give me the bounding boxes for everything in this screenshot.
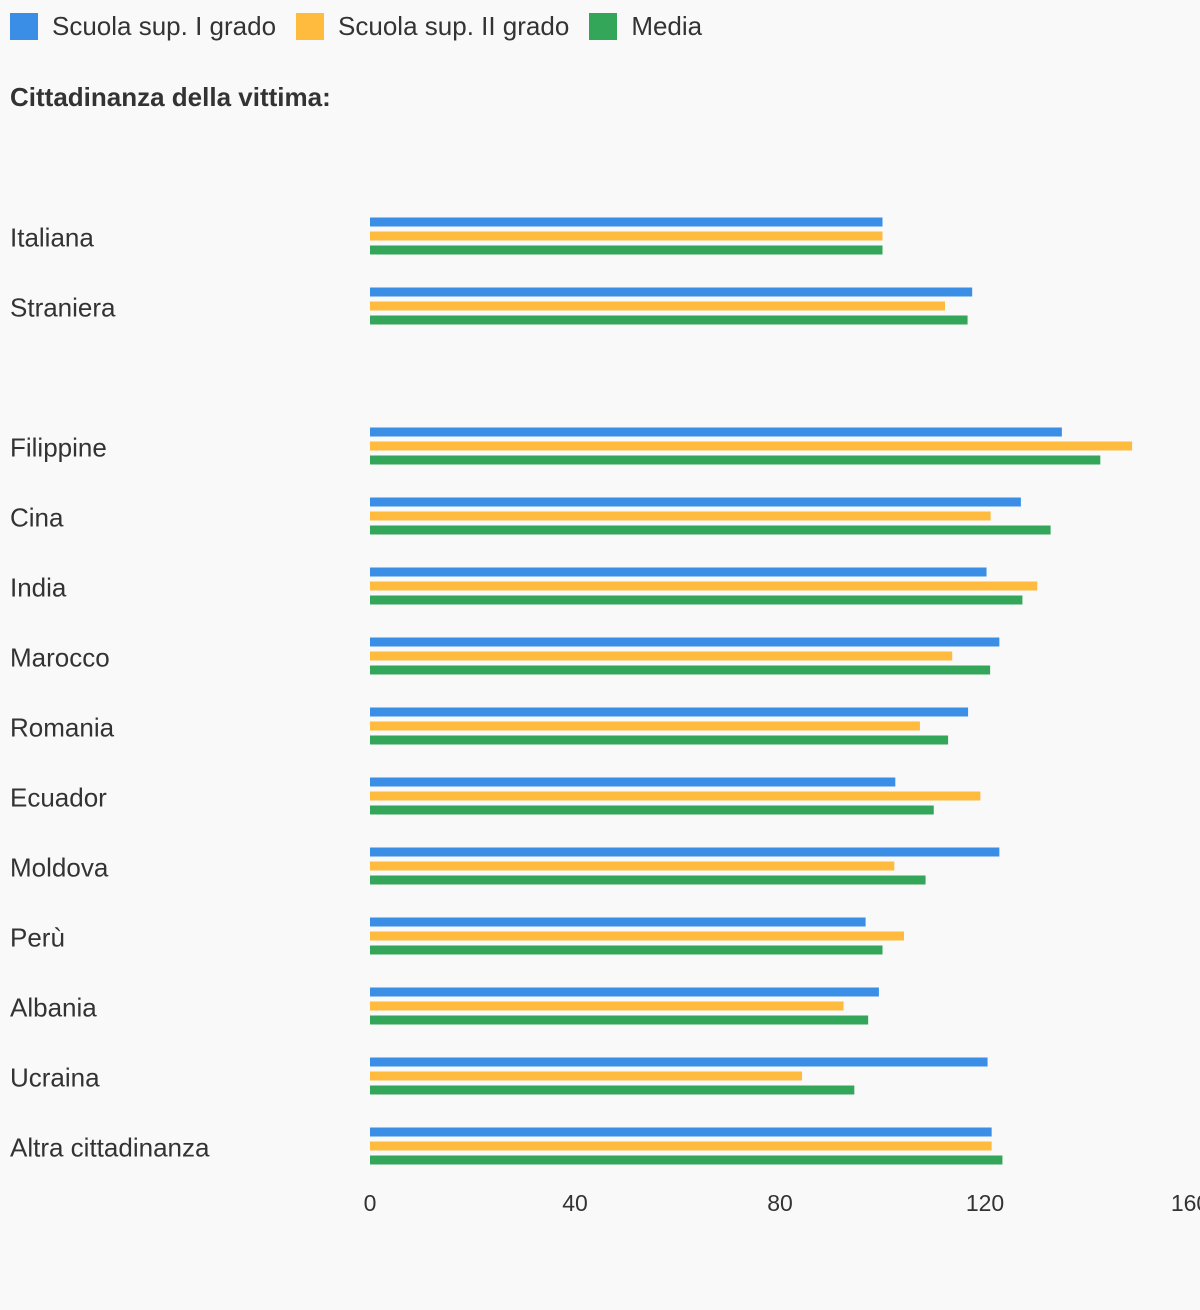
bar-moldova-scuola-sup-ii-grado[interactable] bbox=[370, 861, 895, 871]
bar-marocco-media[interactable] bbox=[370, 665, 991, 675]
bar-marocco-scuola-sup-ii-grado[interactable] bbox=[370, 651, 953, 661]
bar-straniera-scuola-sup-ii-grado[interactable] bbox=[370, 301, 946, 311]
x-tick-label-160: 160 bbox=[1171, 1190, 1200, 1216]
category-label-italiana: Italiana bbox=[10, 223, 94, 253]
bar-cina-media[interactable] bbox=[370, 525, 1051, 535]
bar-altra-cittadinanza-media[interactable] bbox=[370, 1155, 1003, 1165]
bar-albania-scuola-sup-ii-grado[interactable] bbox=[370, 1001, 844, 1011]
bar-peru-media[interactable] bbox=[370, 945, 883, 955]
bar-romania-media[interactable] bbox=[370, 735, 949, 745]
x-tick-label-40: 40 bbox=[562, 1190, 588, 1216]
legend-swatch-scuola-sup-ii-grado bbox=[296, 12, 325, 40]
legend-item-scuola-sup-i-grado[interactable]: Scuola sup. I grado bbox=[10, 11, 276, 42]
category-label-moldova: Moldova bbox=[10, 853, 109, 883]
category-label-filippine: Filippine bbox=[10, 433, 107, 463]
legend-swatch-scuola-sup-i-grado bbox=[10, 12, 38, 40]
bar-albania-media[interactable] bbox=[370, 1015, 869, 1025]
bar-moldova-scuola-sup-i-grado[interactable] bbox=[370, 847, 1000, 857]
category-label-peru: Perù bbox=[10, 923, 65, 953]
x-tick-label-80: 80 bbox=[767, 1190, 793, 1216]
bar-straniera-scuola-sup-i-grado[interactable] bbox=[370, 287, 973, 297]
bar-cina-scuola-sup-i-grado[interactable] bbox=[370, 497, 1021, 507]
bar-peru-scuola-sup-ii-grado[interactable] bbox=[370, 931, 905, 941]
bar-italiana-scuola-sup-ii-grado[interactable] bbox=[370, 231, 883, 241]
chart-title: Cittadinanza della vittima: bbox=[10, 82, 331, 112]
category-label-ucraina: Ucraina bbox=[10, 1063, 100, 1093]
legend-item-scuola-sup-ii-grado[interactable]: Scuola sup. II grado bbox=[296, 11, 569, 42]
bar-ecuador-scuola-sup-ii-grado[interactable] bbox=[370, 791, 981, 801]
bar-ucraina-scuola-sup-ii-grado[interactable] bbox=[370, 1071, 803, 1081]
category-label-altra-cittadinanza: Altra cittadinanza bbox=[10, 1133, 210, 1163]
bar-filippine-media[interactable] bbox=[370, 455, 1101, 465]
bar-india-scuola-sup-i-grado[interactable] bbox=[370, 567, 987, 577]
bar-italiana-media[interactable] bbox=[370, 245, 883, 255]
bar-india-scuola-sup-ii-grado[interactable] bbox=[370, 581, 1038, 591]
bar-marocco-scuola-sup-i-grado[interactable] bbox=[370, 637, 1000, 647]
category-label-marocco: Marocco bbox=[10, 643, 110, 673]
bar-moldova-media[interactable] bbox=[370, 875, 926, 885]
bar-italiana-scuola-sup-i-grado[interactable] bbox=[370, 217, 883, 227]
bar-peru-scuola-sup-i-grado[interactable] bbox=[370, 917, 866, 927]
legend-label-media: Media bbox=[631, 10, 703, 41]
bar-straniera-media[interactable] bbox=[370, 315, 968, 325]
legend-item-media[interactable]: Media bbox=[589, 11, 702, 42]
bar-albania-scuola-sup-i-grado[interactable] bbox=[370, 987, 879, 997]
category-label-albania: Albania bbox=[10, 993, 97, 1023]
bar-ecuador-media[interactable] bbox=[370, 805, 934, 815]
category-label-ecuador: Ecuador bbox=[10, 783, 107, 813]
category-label-cina: Cina bbox=[10, 503, 64, 533]
chart-legend: Scuola sup. I grado Scuola sup. II grado… bbox=[10, 10, 722, 42]
bar-ucraina-media[interactable] bbox=[370, 1085, 855, 1095]
legend-swatch-media bbox=[589, 12, 618, 40]
bar-altra-cittadinanza-scuola-sup-ii-grado[interactable] bbox=[370, 1141, 992, 1151]
legend-label-scuola-sup-ii-grado: Scuola sup. II grado bbox=[338, 10, 570, 41]
bar-india-media[interactable] bbox=[370, 595, 1023, 605]
bar-romania-scuola-sup-i-grado[interactable] bbox=[370, 707, 969, 717]
bar-cina-scuola-sup-ii-grado[interactable] bbox=[370, 511, 991, 521]
category-label-india: India bbox=[10, 573, 67, 603]
x-tick-label-0: 0 bbox=[364, 1190, 377, 1216]
x-tick-label-120: 120 bbox=[966, 1190, 1004, 1216]
bar-filippine-scuola-sup-ii-grado[interactable] bbox=[370, 441, 1133, 451]
bar-filippine-scuola-sup-i-grado[interactable] bbox=[370, 427, 1062, 437]
legend-label-scuola-sup-i-grado: Scuola sup. I grado bbox=[52, 10, 277, 41]
category-label-straniera: Straniera bbox=[10, 293, 116, 323]
category-label-romania: Romania bbox=[10, 713, 115, 743]
bar-romania-scuola-sup-ii-grado[interactable] bbox=[370, 721, 920, 731]
bar-altra-cittadinanza-scuola-sup-i-grado[interactable] bbox=[370, 1127, 992, 1137]
bar-ucraina-scuola-sup-i-grado[interactable] bbox=[370, 1057, 988, 1067]
bar-ecuador-scuola-sup-i-grado[interactable] bbox=[370, 777, 896, 787]
